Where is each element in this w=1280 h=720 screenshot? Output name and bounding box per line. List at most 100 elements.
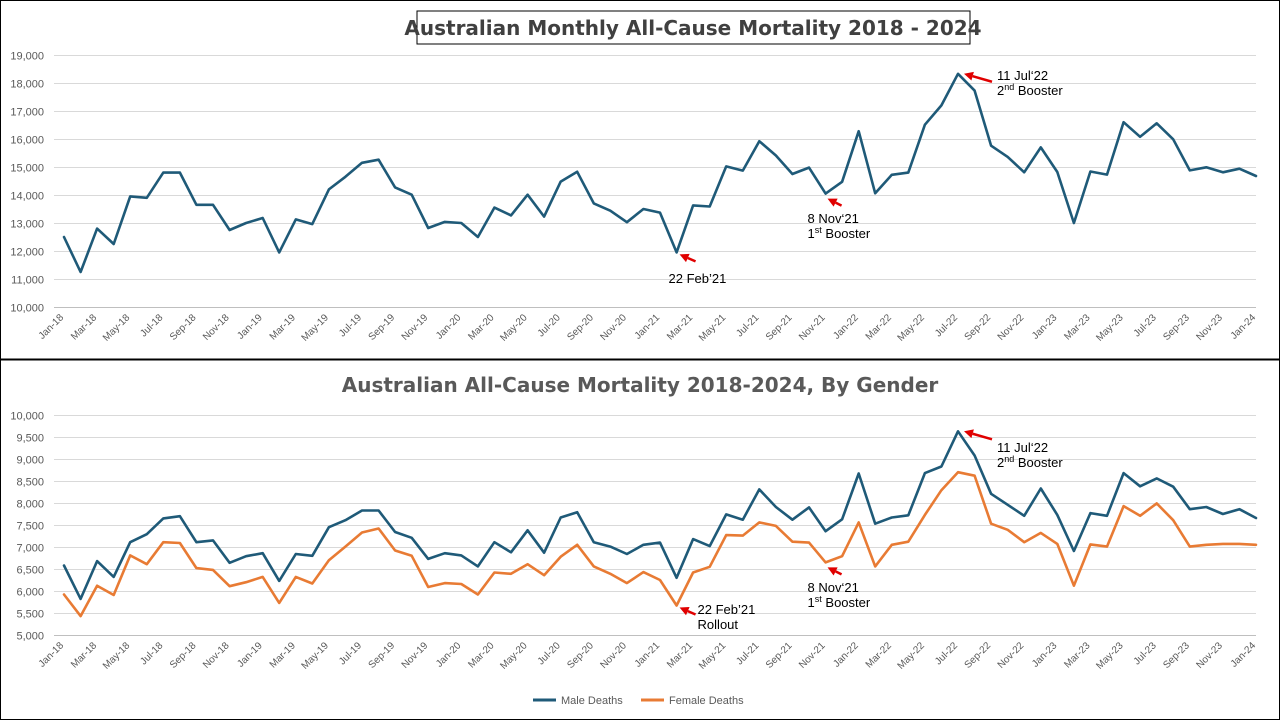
annotation-line2: Rollout: [698, 617, 739, 632]
x-tick-label: Nov-23: [1194, 312, 1225, 343]
chart1-series: [62, 72, 1258, 274]
x-tick-label: Mar-19: [268, 312, 298, 342]
x-tick-label: Jan-18: [37, 640, 67, 670]
x-tick-label: Jan-21: [633, 640, 663, 670]
x-tick-label: Nov-18: [201, 312, 232, 343]
x-tick-label: Mar-20: [466, 640, 496, 670]
arrow-feb21-shaft: [687, 609, 697, 616]
x-tick-label: Sep-20: [565, 312, 596, 343]
y-tick-label: 6,500: [16, 565, 44, 577]
arrow-feb21-head: [679, 607, 690, 616]
x-tick-label: May-21: [697, 312, 729, 344]
annotation-line1: 11 Jul‘22: [997, 68, 1048, 83]
chart2-series: [62, 429, 1258, 618]
y-tick-label: 7,500: [16, 521, 44, 533]
x-tick-label: Jan-23: [1030, 312, 1060, 342]
y-tick-label: 5,000: [16, 631, 44, 643]
x-tick-label: Nov-22: [996, 312, 1027, 343]
x-tick-label: Jul-23: [1132, 312, 1159, 339]
x-tick-label: Mar-18: [69, 312, 99, 342]
y-tick-label: 6,000: [16, 587, 44, 599]
x-tick-label: Mar-19: [268, 640, 298, 670]
annotation-line2: 1st Booster: [808, 225, 871, 241]
x-tick-label: Jan-19: [235, 312, 265, 342]
x-tick-label: Sep-21: [764, 312, 795, 343]
x-tick-label: Sep-19: [367, 640, 398, 671]
chart2-y-axis: 5,000 5,500 6,000 6,500 7,000 7,500 8,000 8,500…: [10, 411, 44, 643]
x-tick-label: Jul-19: [337, 640, 364, 667]
x-tick-label: Mar-18: [69, 640, 99, 670]
x-tick-label: May-21: [697, 640, 729, 672]
x-tick-label: Jul-23: [1132, 640, 1159, 667]
x-tick-label: Nov-18: [201, 640, 232, 671]
x-tick-label: Mar-22: [864, 640, 894, 670]
x-tick-label: Mar-22: [864, 312, 894, 342]
x-tick-label: Jan-23: [1030, 640, 1060, 670]
x-tick-label: Sep-21: [764, 640, 795, 671]
x-tick-label: Nov-23: [1194, 640, 1225, 671]
y-tick-label: 16,000: [10, 135, 44, 147]
x-tick-label: Nov-22: [996, 640, 1027, 671]
chart2-x-axis: Jan-18 Mar-18 May-18 Jul-18 Sep-18 Nov-18 Jan-…: [37, 640, 1259, 672]
x-tick-label: May-19: [300, 312, 332, 344]
x-tick-label: Sep-20: [565, 640, 596, 671]
x-tick-label: Sep-23: [1161, 640, 1192, 671]
x-tick-label: Mar-21: [665, 312, 695, 342]
annotation-line2: 2nd Booster: [997, 82, 1063, 98]
x-tick-label: May-23: [1094, 312, 1126, 344]
x-tick-label: May-18: [101, 640, 133, 672]
x-tick-label: Nov-19: [400, 640, 431, 671]
chart2-legend: Male Deaths Female Deaths: [533, 695, 744, 707]
x-tick-label: Sep-19: [367, 312, 398, 343]
y-tick-label: 13,000: [10, 219, 44, 231]
x-tick-label: May-20: [498, 312, 530, 344]
x-tick-label: Mar-23: [1062, 312, 1092, 342]
arrow-jul22-head: [964, 71, 974, 81]
x-tick-label: Nov-21: [797, 640, 828, 671]
annotation-line1: 11 Jul‘22: [997, 440, 1048, 455]
y-tick-label: 9,000: [16, 455, 44, 467]
chart1-title: Australian Monthly All-Cause Mortality 2…: [404, 16, 981, 40]
x-tick-label: Jan-24: [1229, 640, 1259, 670]
y-tick-label: 9,500: [16, 433, 44, 445]
annotation-line2: 1st Booster: [808, 594, 871, 610]
y-tick-label: 5,500: [16, 609, 44, 621]
x-tick-label: Jan-22: [831, 640, 861, 670]
x-tick-label: May-20: [498, 640, 530, 672]
y-tick-label: 8,000: [16, 499, 44, 511]
x-tick-label: Nov-21: [797, 312, 828, 343]
y-tick-label: 18,000: [10, 79, 44, 91]
annotation-line1: 8 Nov‘21: [808, 211, 859, 226]
x-tick-label: Jul-19: [337, 312, 364, 339]
x-tick-label: Jul-20: [536, 312, 563, 339]
arrow-nov21-head: [827, 567, 838, 576]
chart1-x-axis: Jan-18 Mar-18 May-18 Jul-18 Sep-18 Nov-18 Jan-…: [37, 312, 1259, 344]
x-tick-label: Mar-20: [466, 312, 496, 342]
x-tick-label: Jan-20: [434, 640, 464, 670]
x-tick-label: Jan-21: [633, 312, 663, 342]
x-tick-label: Mar-23: [1062, 640, 1092, 670]
annotation-line1: 22 Feb’21: [669, 271, 727, 286]
arrow-nov21-shaft: [835, 201, 843, 207]
x-tick-label: Mar-21: [665, 640, 695, 670]
annotation-line1: 8 Nov‘21: [808, 580, 859, 595]
arrow-jul22-shaft: [972, 432, 993, 441]
chart1-y-axis: 10,000 11,000 12,000 13,000 14,000 15,000 16,0…: [10, 51, 44, 315]
x-tick-label: Nov-20: [598, 640, 629, 671]
x-tick-label: Jul-22: [933, 312, 960, 339]
x-tick-label: May-18: [101, 312, 133, 344]
x-tick-label: Sep-23: [1161, 312, 1192, 343]
x-tick-label: Jan-20: [434, 312, 464, 342]
chart-gender-mortality: Australian All-Cause Mortality 2018-2024…: [10, 373, 1258, 707]
x-tick-label: Jul-20: [536, 640, 563, 667]
x-tick-label: Jul-18: [138, 640, 165, 667]
x-tick-label: Nov-20: [598, 312, 629, 343]
y-tick-label: 11,000: [11, 275, 44, 287]
y-tick-label: 8,500: [16, 477, 44, 489]
legend-male-label: Male Deaths: [561, 695, 623, 707]
annotation-line1: 22 Feb’21: [698, 602, 756, 617]
x-tick-label: Sep-22: [963, 312, 994, 343]
male-deaths-line: [62, 429, 1258, 601]
arrow-feb21-shaft: [687, 256, 697, 263]
